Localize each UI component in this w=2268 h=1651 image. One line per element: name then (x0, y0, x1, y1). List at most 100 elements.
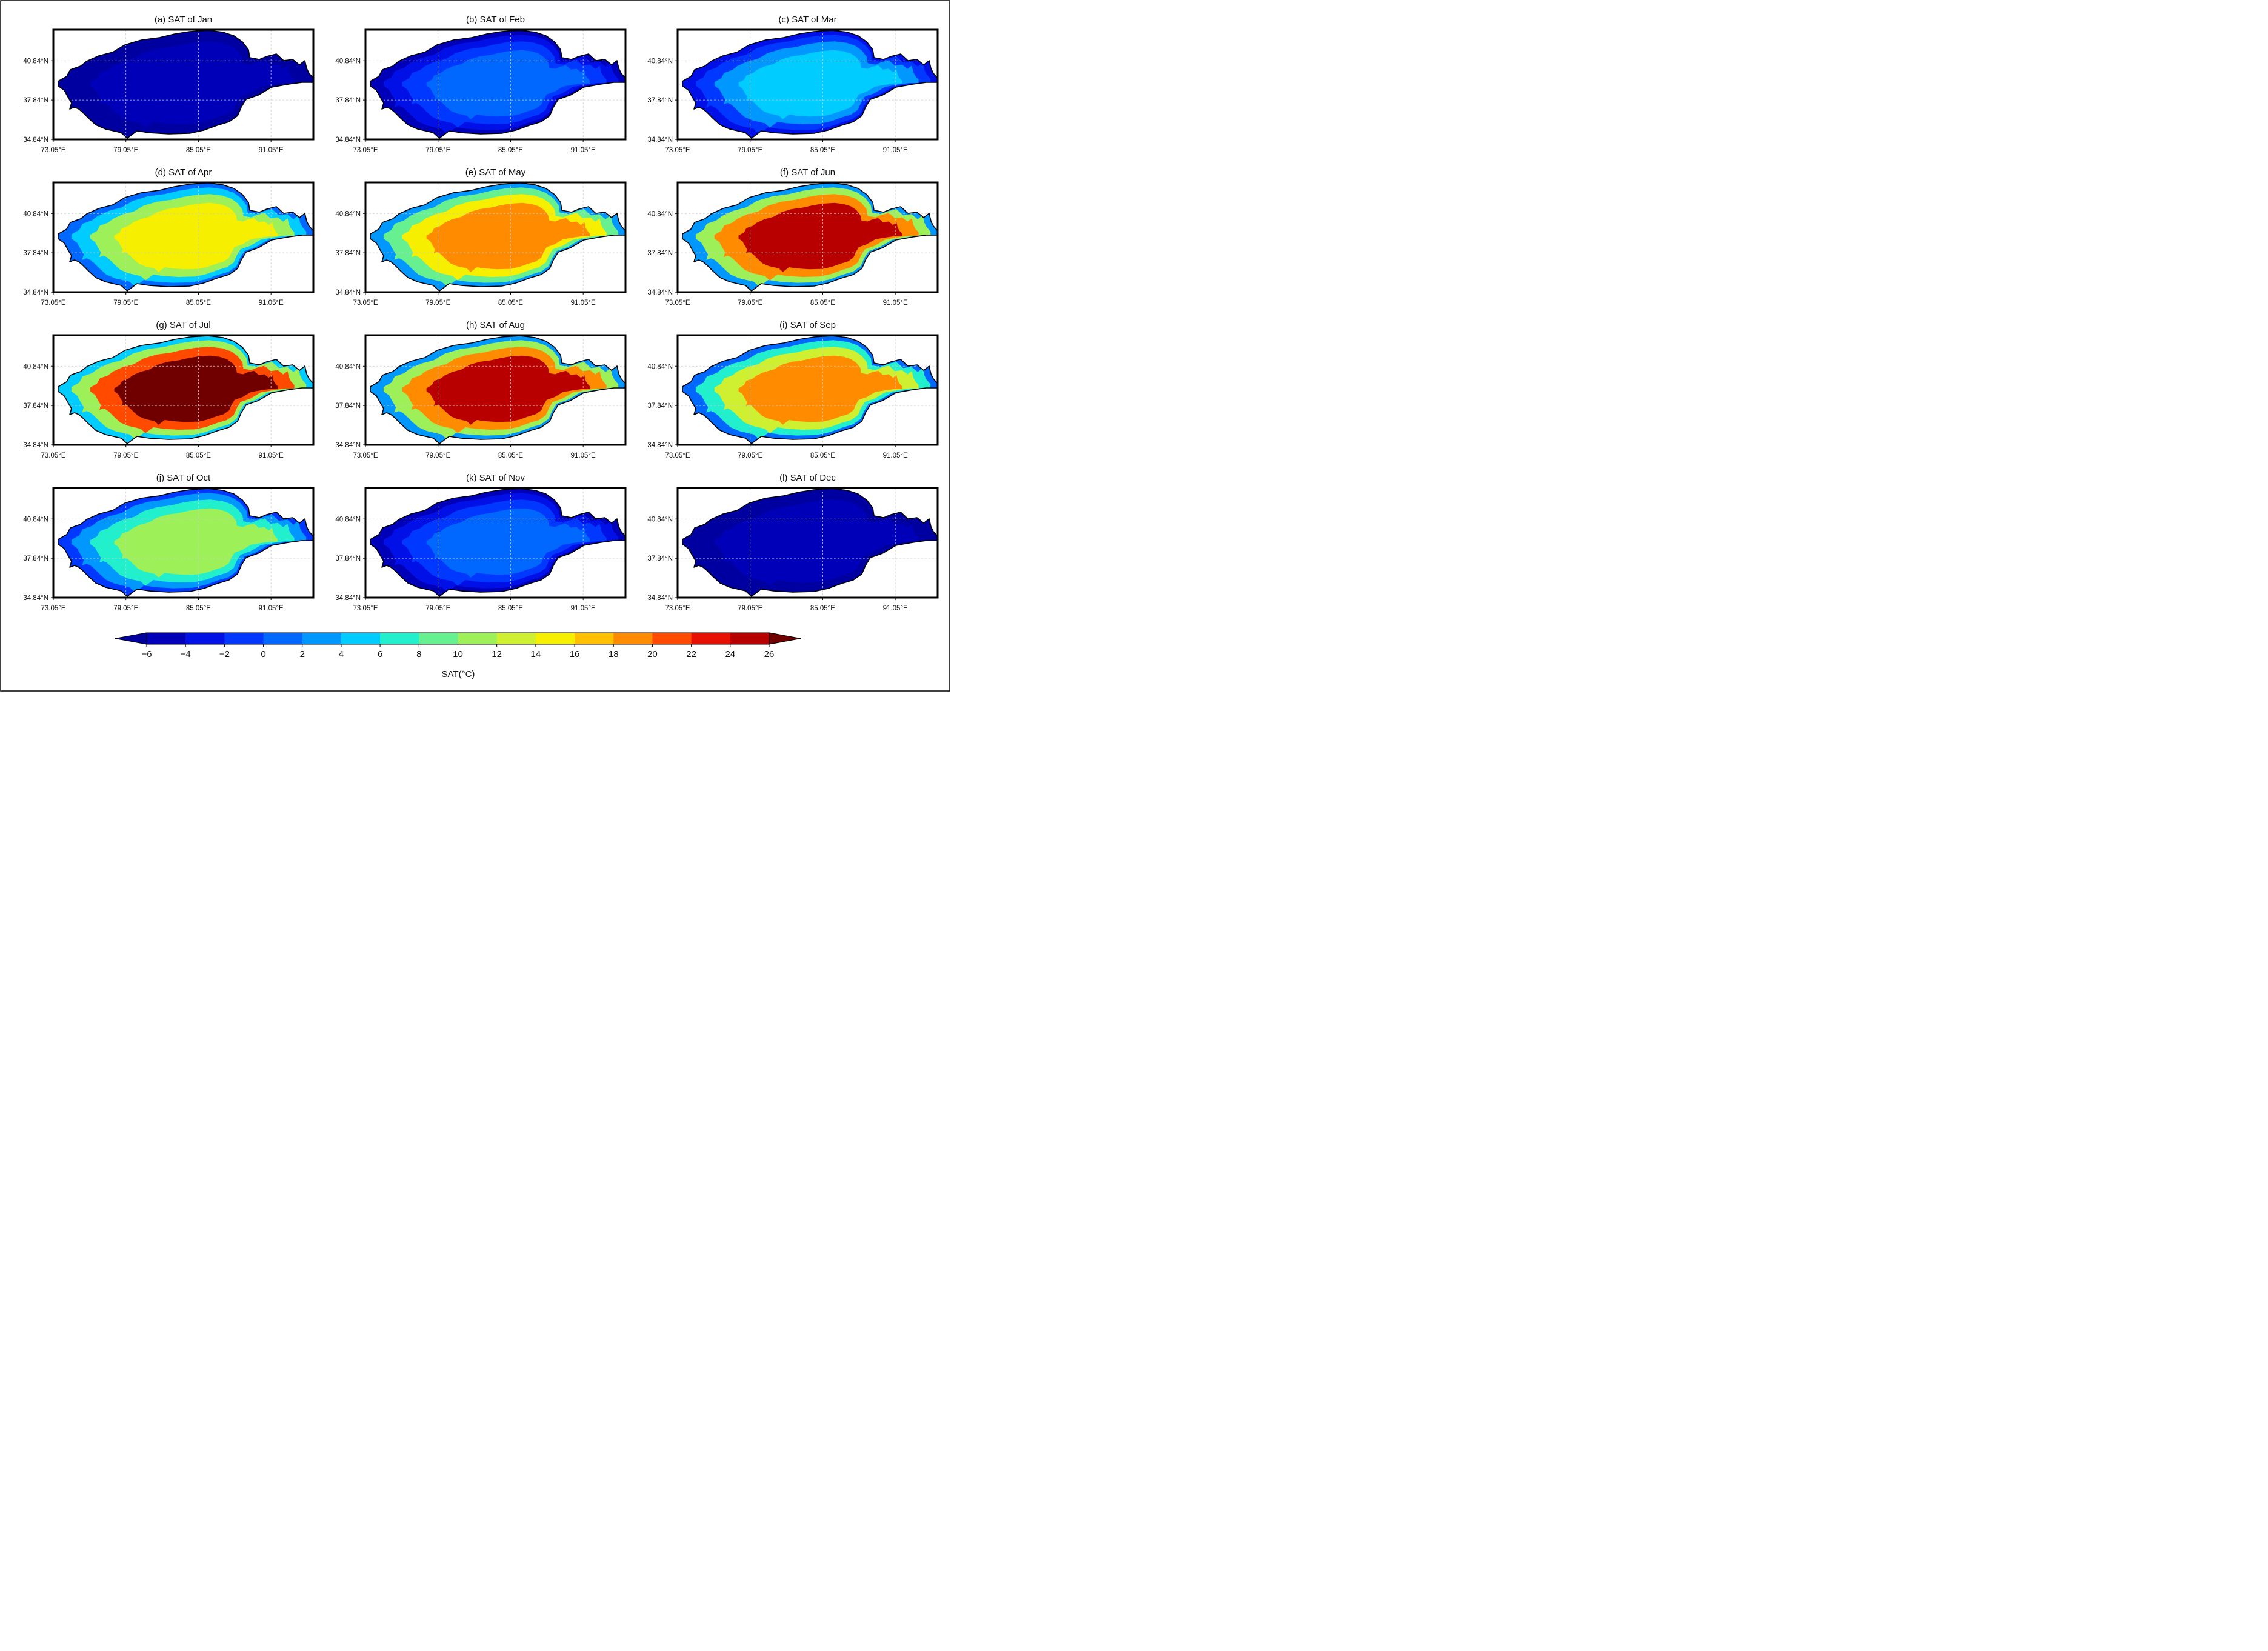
y-tick-label: 40.84°N (335, 210, 361, 218)
y-tick-label: 40.84°N (335, 363, 361, 370)
x-tick-label: 79.05°E (738, 299, 762, 307)
x-tick-label: 91.05°E (571, 299, 596, 307)
x-tick-label: 73.05°E (665, 299, 690, 307)
colorbar-swatch (535, 633, 575, 644)
panel-title: (k) SAT of Nov (466, 473, 525, 483)
colorbar-swatch (341, 633, 381, 644)
panel-title: (f) SAT of Jun (780, 167, 835, 178)
x-tick-label: 73.05°E (353, 605, 378, 612)
y-tick-label: 37.84°N (335, 402, 361, 410)
x-tick-label: 85.05°E (186, 147, 211, 154)
colorbar-tick-label: 2 (300, 649, 305, 659)
colorbar-swatch (613, 633, 653, 644)
y-tick-label: 40.84°N (23, 210, 48, 218)
x-tick-label: 91.05°E (883, 452, 908, 459)
y-tick-label: 34.84°N (23, 595, 48, 602)
map-figure: (a) SAT of Jan 73.05°E 79.05°E 85.05°E 91.05… (0, 0, 950, 692)
x-tick-label: 79.05°E (113, 605, 138, 612)
x-tick-label: 91.05°E (571, 147, 596, 154)
panel-title: (g) SAT of Jul (156, 320, 210, 330)
sat-band-core (426, 355, 590, 425)
sat-band-core (738, 50, 902, 119)
y-tick-label: 34.84°N (335, 595, 361, 602)
y-tick-label: 37.84°N (647, 97, 673, 104)
y-tick-label: 37.84°N (335, 97, 361, 104)
sat-band-core (426, 508, 590, 578)
panel-title: (i) SAT of Sep (779, 320, 836, 330)
sat-field (682, 183, 938, 291)
y-tick-label: 40.84°N (647, 58, 673, 65)
y-tick-label: 40.84°N (335, 516, 361, 523)
sat-band-core (738, 202, 902, 272)
colorbar-tick-label: 4 (339, 649, 344, 659)
x-tick-label: 85.05°E (810, 147, 835, 154)
colorbar-swatch (419, 633, 458, 644)
colorbar-tick-label: 22 (686, 649, 696, 659)
x-tick-label: 91.05°E (571, 452, 596, 459)
x-tick-label: 91.05°E (259, 147, 284, 154)
x-tick-label: 79.05°E (113, 147, 138, 154)
colorbar-tick-label: 12 (492, 649, 502, 659)
colorbar-tick-label: −4 (181, 649, 191, 659)
x-tick-label: 85.05°E (810, 299, 835, 307)
map-panel: (i) SAT of Sep 73.05°E 79.05°E 85.05°E 91.05… (647, 320, 939, 459)
y-tick-label: 34.84°N (647, 136, 673, 144)
x-tick-label: 91.05°E (883, 147, 908, 154)
colorbar-tick-label: 6 (378, 649, 382, 659)
y-tick-label: 34.84°N (23, 136, 48, 144)
y-tick-label: 34.84°N (647, 595, 673, 602)
panel-frame (364, 181, 627, 293)
x-tick-label: 91.05°E (571, 605, 596, 612)
x-tick-label: 73.05°E (41, 605, 65, 612)
colorbar-tick-label: 18 (609, 649, 619, 659)
sat-band-core (114, 355, 278, 425)
x-tick-label: 91.05°E (259, 299, 284, 307)
y-tick-label: 37.84°N (23, 402, 48, 410)
x-tick-label: 79.05°E (738, 147, 762, 154)
colorbar-tick-label: 14 (531, 649, 541, 659)
y-tick-label: 34.84°N (335, 442, 361, 449)
x-tick-label: 73.05°E (353, 147, 378, 154)
y-tick-label: 37.84°N (335, 250, 361, 257)
colorbar-swatch (263, 633, 303, 644)
sat-band-core (738, 508, 902, 578)
y-tick-label: 37.84°N (647, 402, 673, 410)
y-tick-label: 40.84°N (647, 210, 673, 218)
colorbar-tick-label: 16 (570, 649, 580, 659)
x-tick-label: 73.05°E (41, 452, 65, 459)
panel-title: (a) SAT of Jan (155, 15, 212, 25)
panel-title: (l) SAT of Dec (779, 473, 836, 483)
x-tick-label: 79.05°E (425, 147, 450, 154)
panel-frame (364, 487, 627, 599)
x-tick-label: 91.05°E (259, 605, 284, 612)
x-tick-label: 85.05°E (498, 452, 523, 459)
x-tick-label: 73.05°E (665, 605, 690, 612)
x-tick-label: 85.05°E (810, 452, 835, 459)
figure: (a) SAT of Jan 73.05°E 79.05°E 85.05°E 91.05… (0, 0, 950, 692)
colorbar-swatch (652, 633, 692, 644)
colorbar-swatch (730, 633, 770, 644)
x-tick-label: 73.05°E (353, 452, 378, 459)
sat-field (370, 183, 625, 291)
x-tick-label: 91.05°E (883, 299, 908, 307)
panel-title: (c) SAT of Mar (778, 15, 836, 25)
colorbar-swatch (224, 633, 264, 644)
y-tick-label: 40.84°N (23, 363, 48, 370)
panel-frame (676, 28, 939, 141)
panel-frame (364, 28, 627, 141)
y-tick-label: 34.84°N (647, 289, 673, 296)
x-tick-label: 79.05°E (425, 299, 450, 307)
x-tick-label: 73.05°E (41, 299, 65, 307)
sat-band-core (738, 355, 902, 425)
panel-title: (e) SAT of May (465, 167, 526, 178)
panel-frame (676, 181, 939, 293)
sat-band-core (114, 508, 278, 578)
x-tick-label: 85.05°E (810, 605, 835, 612)
x-tick-label: 91.05°E (259, 452, 284, 459)
x-tick-label: 79.05°E (738, 452, 762, 459)
y-tick-label: 40.84°N (335, 58, 361, 65)
x-tick-label: 79.05°E (113, 452, 138, 459)
sat-field (58, 489, 313, 596)
colorbar-swatch (575, 633, 614, 644)
y-tick-label: 34.84°N (647, 442, 673, 449)
